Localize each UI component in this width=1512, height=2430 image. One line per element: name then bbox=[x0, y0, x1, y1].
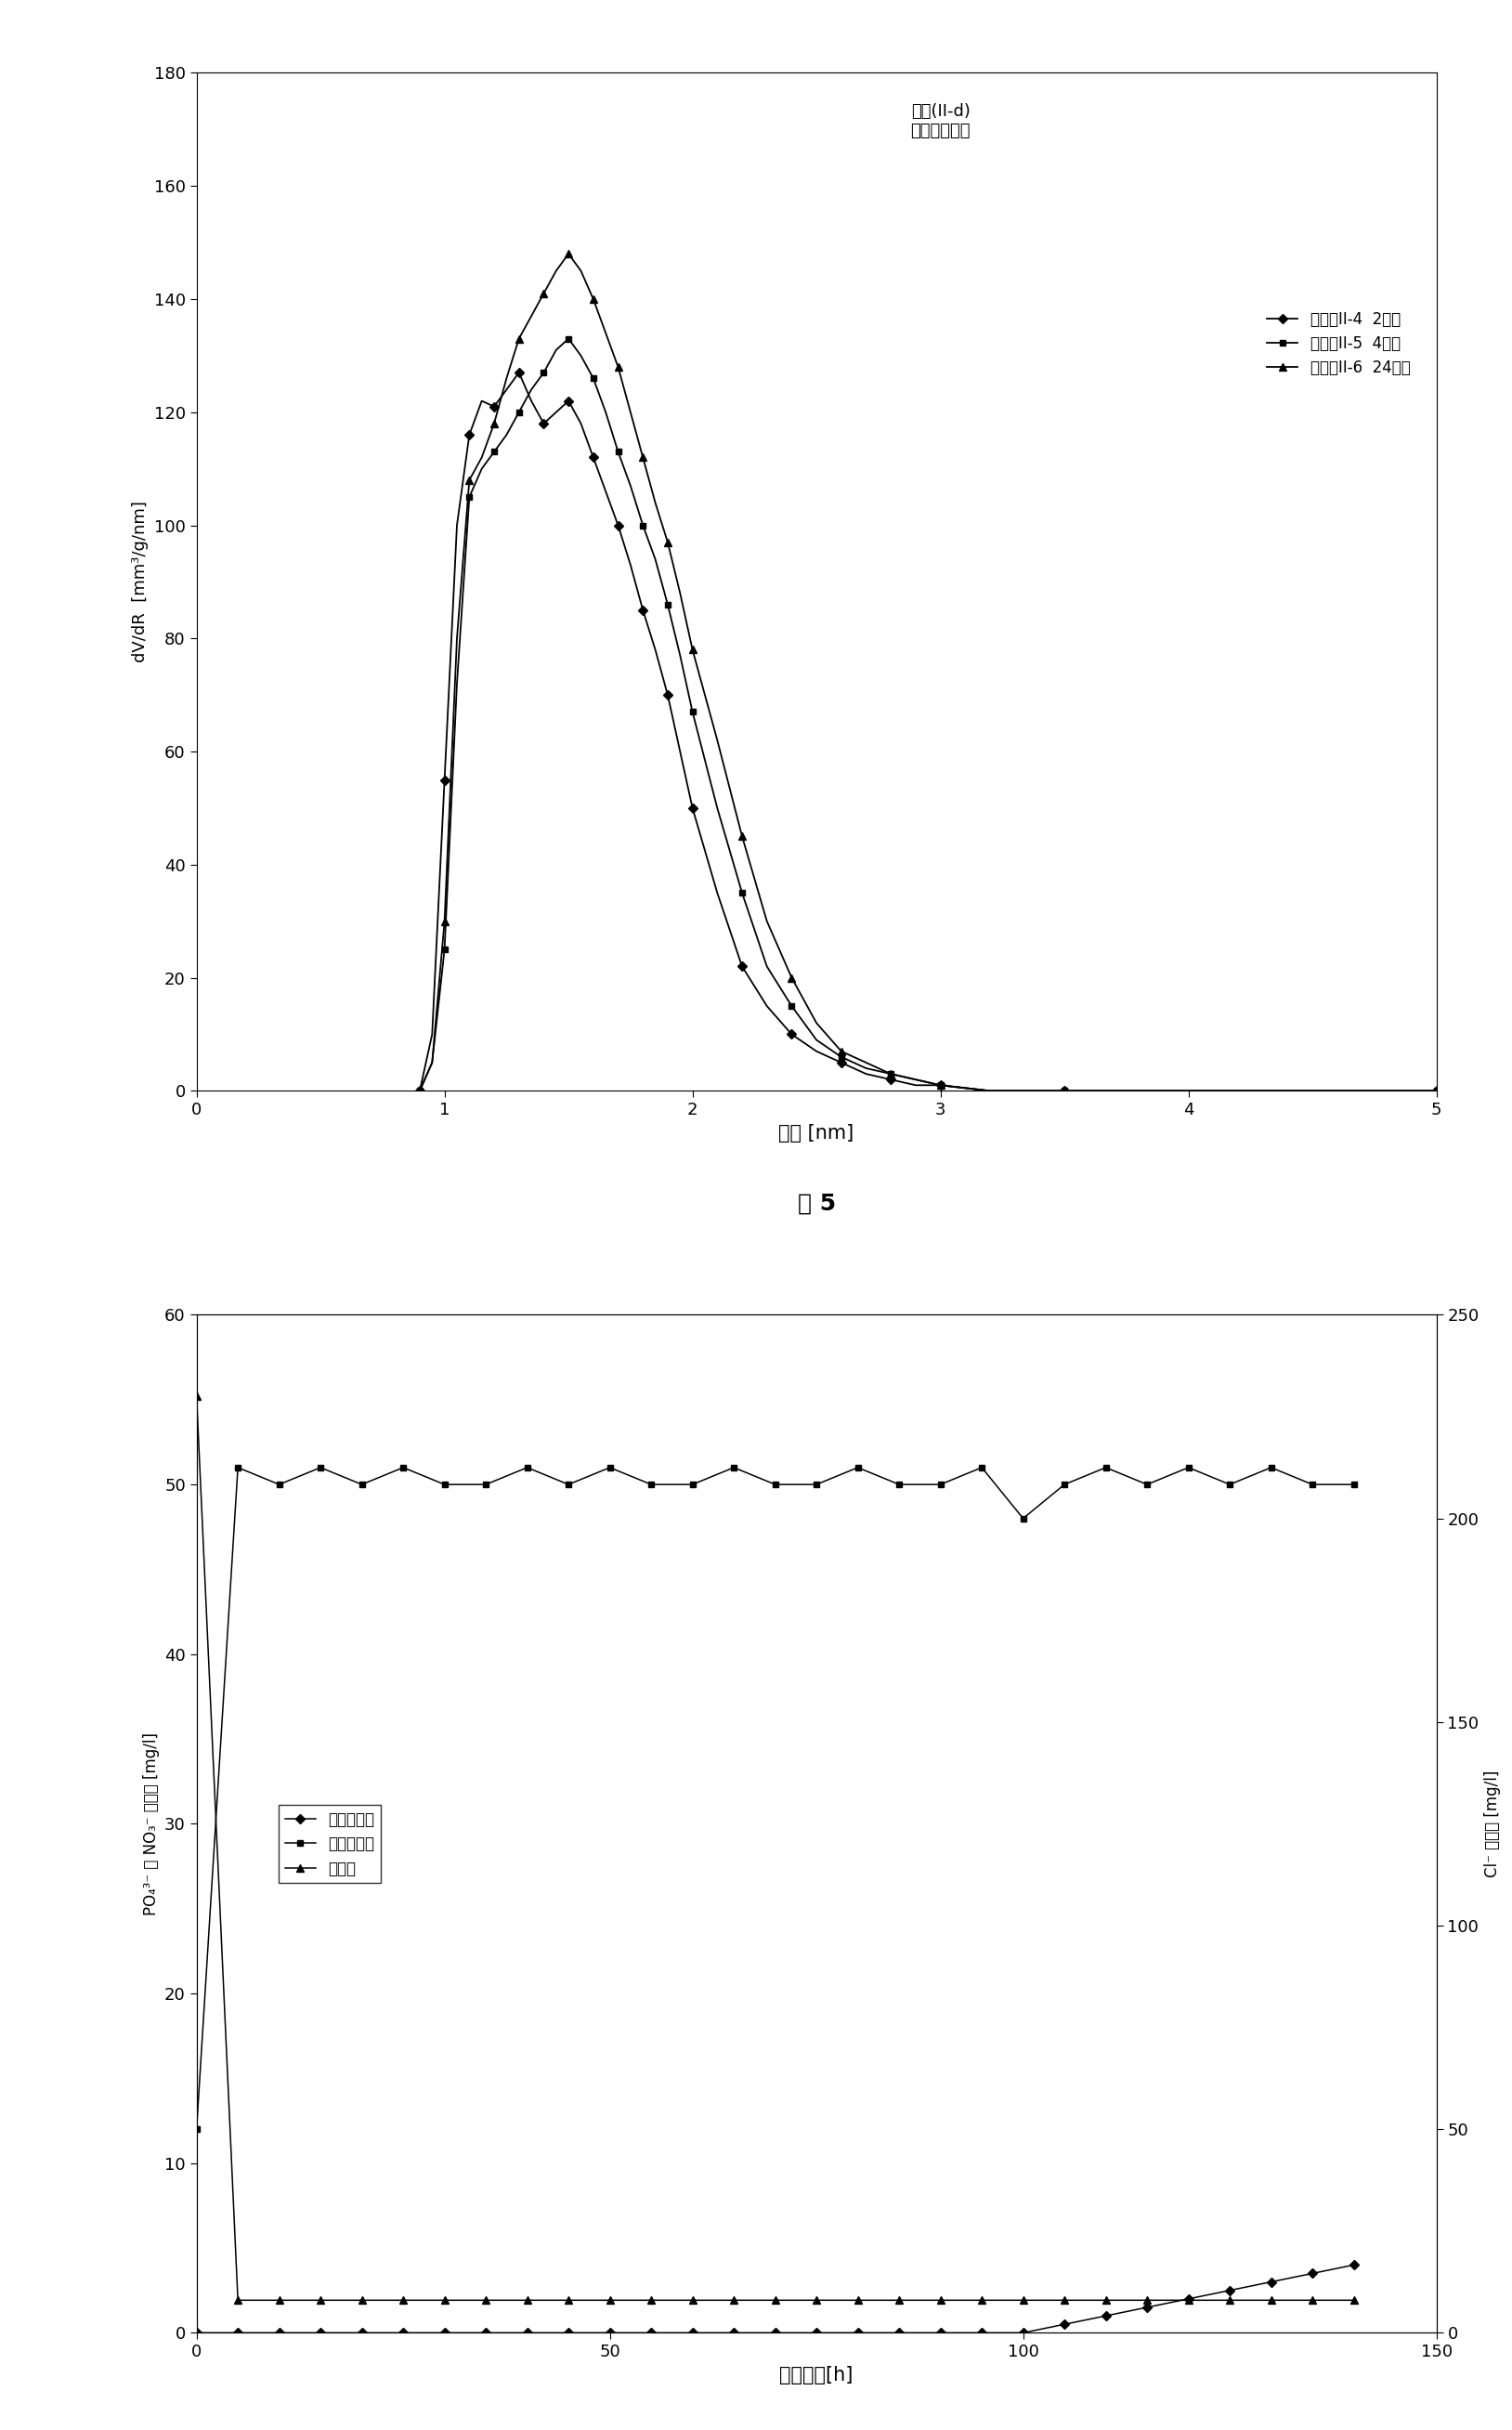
Legend: 实施例II-4  2小时, 实施例II-5  4小时, 实施例II-6  24小时: 实施例II-4 2小时, 实施例II-5 4小时, 实施例II-6 24小时 bbox=[1261, 304, 1417, 382]
Y-axis label: dV/dR  [mm³/g/nm]: dV/dR [mm³/g/nm] bbox=[132, 501, 148, 663]
Y-axis label: PO₄³⁻ 和 NO₃⁻ 的浓度 [mg/l]: PO₄³⁻ 和 NO₃⁻ 的浓度 [mg/l] bbox=[142, 1733, 159, 1915]
Y-axis label: Cl⁻ 的浓度 [mg/l]: Cl⁻ 的浓度 [mg/l] bbox=[1485, 1769, 1501, 1878]
Legend: 磷酸根离子, 确酸根离子, 氯离子: 磷酸根离子, 确酸根离子, 氯离子 bbox=[278, 1805, 381, 1883]
X-axis label: 吸附时间[h]: 吸附时间[h] bbox=[780, 2367, 853, 2384]
Text: 步骤(II-d)
中的加热时间: 步骤(II-d) 中的加热时间 bbox=[910, 104, 971, 139]
Text: 图 5: 图 5 bbox=[797, 1193, 836, 1215]
X-axis label: 孔径 [nm]: 孔径 [nm] bbox=[779, 1123, 854, 1142]
